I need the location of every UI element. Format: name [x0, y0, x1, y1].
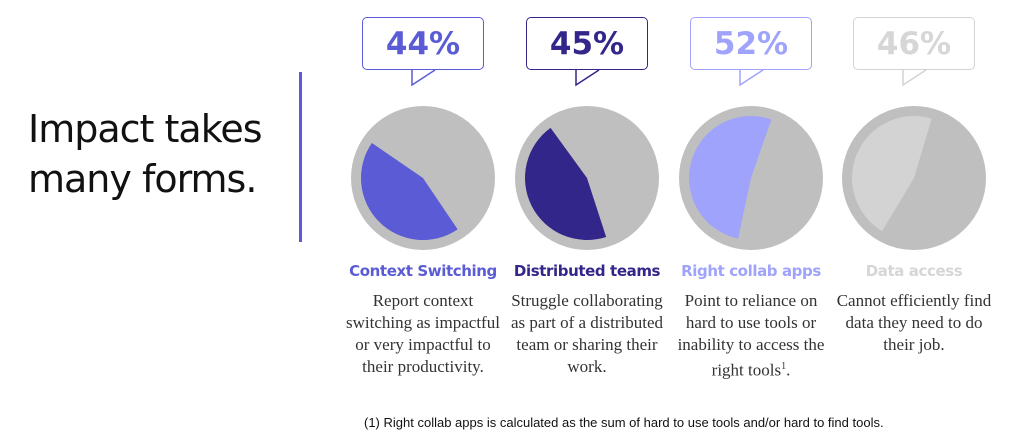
description-text: Point to reliance on hard to use tools o… [677, 291, 825, 380]
pie-column: 46% Data access Cannot efficiently find … [832, 0, 996, 444]
category-label: Right collab apps [681, 262, 821, 280]
callout-tail [739, 69, 764, 87]
pie-slice [361, 142, 458, 240]
pie-chart [842, 106, 986, 250]
pie-chart [679, 106, 823, 250]
category-label: Data access [865, 262, 963, 280]
percentage-callout: 45% [526, 17, 648, 70]
percentage-value: 52% [713, 25, 789, 62]
percentage-callout: 52% [690, 17, 812, 70]
description-text: Report context switching as impactful or… [346, 291, 500, 376]
title-line-2: many forms. [28, 157, 257, 201]
description-end: . [786, 360, 791, 380]
divider [299, 72, 302, 242]
percentage-value: 46% [876, 25, 952, 62]
percentage-callout: 46% [853, 17, 975, 70]
pie-slice [852, 115, 932, 232]
category-description: Point to reliance on hard to use tools o… [669, 290, 833, 382]
title-line-1: Impact takes [28, 107, 263, 151]
pie-slice [689, 116, 772, 239]
pie-slice [525, 127, 607, 240]
pie-chart [515, 106, 659, 250]
category-label: Distributed teams [513, 262, 661, 280]
description-text: Cannot efficiently find data they need t… [836, 291, 992, 354]
percentage-value: 44% [385, 25, 461, 62]
percentage-value: 45% [549, 25, 625, 62]
description-text: Struggle collaborating as part of a dist… [510, 291, 663, 376]
footnote-ref: 1 [781, 361, 787, 372]
pie-chart [351, 106, 495, 250]
pie-column: 52% Right collab apps Point to reliance … [669, 0, 833, 444]
percentage-callout: 44% [362, 17, 484, 70]
callout-tail [902, 69, 927, 87]
pie-column: 44% Context Switching Report context swi… [341, 0, 505, 444]
category-description: Report context switching as impactful or… [341, 290, 505, 378]
page-title: Impact takes many forms. [28, 104, 263, 204]
callout-tail [575, 69, 600, 87]
footnote: (1) Right collab apps is calculated as t… [364, 415, 884, 430]
callout-tail [411, 69, 436, 87]
pie-column: 45% Distributed teams Struggle collabora… [505, 0, 669, 444]
category-description: Cannot efficiently find data they need t… [832, 290, 996, 356]
category-description: Struggle collaborating as part of a dist… [505, 290, 669, 378]
category-label: Context Switching [349, 262, 497, 280]
